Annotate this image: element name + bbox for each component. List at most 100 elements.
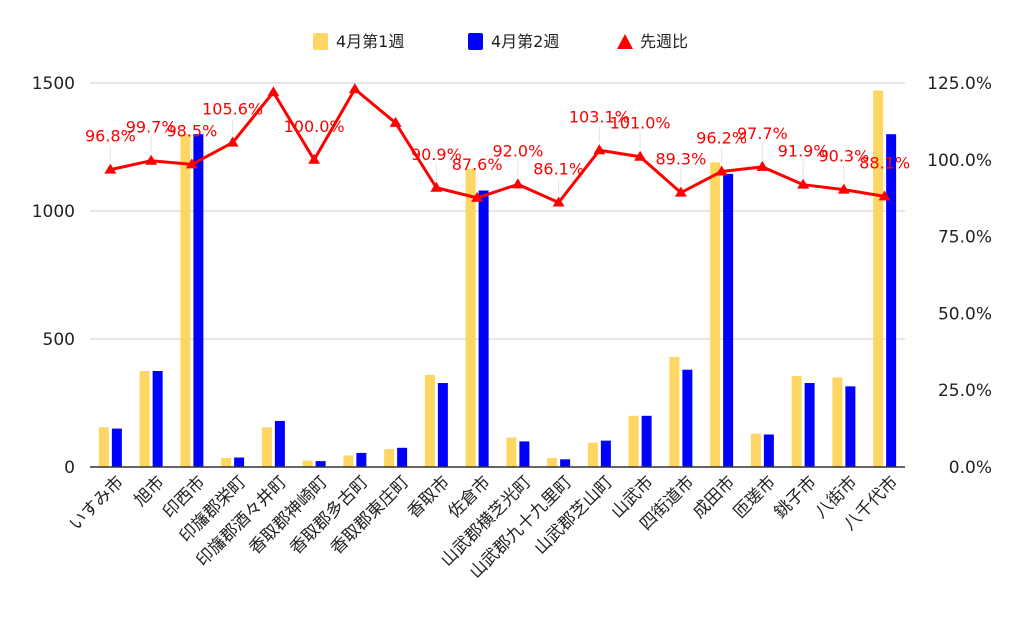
y-right-tick-label: 0.0% bbox=[949, 458, 992, 478]
bar-week2 bbox=[723, 173, 734, 467]
bars bbox=[98, 90, 897, 468]
bar-week2 bbox=[519, 441, 530, 467]
x-tick-label: 成田市 bbox=[689, 472, 739, 522]
ratio-data-label: 90.3% bbox=[818, 147, 869, 166]
ratio-point bbox=[185, 158, 198, 169]
legend-swatch bbox=[468, 33, 483, 50]
x-tick-label: 香取市 bbox=[404, 472, 454, 522]
legend-triangle-icon bbox=[617, 34, 633, 49]
legend: 4月第1週 4月第2週 先週比 bbox=[313, 32, 688, 51]
ratio-point bbox=[511, 178, 524, 189]
bar-week2 bbox=[478, 190, 489, 467]
y-left-tick-label: 1000 bbox=[32, 202, 75, 222]
bar-week1 bbox=[465, 168, 476, 467]
ratio-data-label: 103.1% bbox=[569, 107, 630, 126]
bar-week1 bbox=[506, 437, 517, 467]
bar-week1 bbox=[180, 134, 191, 467]
ratio-data-label: 87.6% bbox=[452, 155, 503, 174]
ratio-data-label: 88.1% bbox=[859, 153, 910, 172]
ratio-data-label: 99.7% bbox=[126, 118, 177, 137]
ratio-point bbox=[552, 196, 565, 207]
legend-item-week2[interactable]: 4月第2週 bbox=[468, 32, 559, 51]
bar-week2 bbox=[152, 371, 163, 467]
y-left-tick-label: 500 bbox=[43, 330, 75, 350]
bar-week2 bbox=[356, 452, 367, 467]
bar-week1 bbox=[384, 449, 395, 467]
y-right-tick-label: 50.0% bbox=[938, 304, 992, 324]
ratio-data-label: 97.7% bbox=[737, 124, 788, 143]
bar-week2 bbox=[600, 440, 611, 467]
bar-week2 bbox=[111, 428, 122, 467]
legend-label: 4月第2週 bbox=[491, 32, 559, 51]
ratio-line bbox=[104, 83, 891, 207]
ratio-data-label: 100.0% bbox=[284, 117, 345, 136]
bar-week2 bbox=[397, 447, 408, 467]
ratio-point bbox=[226, 136, 239, 147]
bar-week1 bbox=[710, 162, 721, 468]
x-axis: いすみ市 旭市印西市印旛郡栄町印旛郡酒々井町香取郡神崎町香取郡多古町香取郡東庄町香… bbox=[66, 466, 905, 583]
ratio-point bbox=[756, 160, 769, 171]
ratio-data-label: 86.1% bbox=[533, 160, 584, 179]
ratio-point bbox=[878, 190, 891, 201]
y-axis-left: 0 500 1000 1500 bbox=[32, 74, 75, 478]
ratio-point bbox=[348, 83, 361, 94]
ratio-point bbox=[389, 116, 402, 127]
ratio-polyline bbox=[110, 87, 885, 205]
bar-week1 bbox=[139, 371, 150, 467]
bar-week2 bbox=[763, 434, 774, 467]
y-right-tick-label: 75.0% bbox=[938, 228, 992, 248]
ratio-point bbox=[674, 186, 687, 197]
data-labels: 96.8%99.7%98.5% 105.6% 100.0% 90.9%87.6%92.… bbox=[85, 100, 910, 195]
bar-week2 bbox=[845, 386, 856, 467]
bar-week2 bbox=[641, 415, 652, 467]
ratio-point bbox=[308, 153, 321, 164]
bar-week1 bbox=[587, 442, 598, 467]
bar-week1 bbox=[547, 458, 558, 467]
bar-week2 bbox=[682, 369, 693, 467]
bar-week1 bbox=[873, 90, 884, 468]
ratio-point bbox=[430, 181, 443, 192]
ratio-point bbox=[104, 163, 117, 174]
y-axis-right: 0.0% 25.0% 50.0% 75.0% 100.0% 125.0% bbox=[927, 74, 992, 478]
legend-item-week1[interactable]: 4月第1週 bbox=[313, 32, 404, 51]
gridlines bbox=[90, 82, 905, 340]
bar-week1 bbox=[791, 376, 802, 467]
y-left-tick-label: 0 bbox=[64, 458, 75, 478]
y-right-tick-label: 100.0% bbox=[927, 151, 992, 171]
bar-week2 bbox=[234, 457, 245, 467]
ratio-point bbox=[837, 183, 850, 194]
bar-week1 bbox=[98, 427, 109, 467]
legend-item-ratio[interactable]: 先週比 bbox=[617, 32, 688, 51]
ratio-point bbox=[634, 150, 647, 161]
x-tick-label: いすみ市 bbox=[66, 472, 128, 534]
ratio-data-label: 101.0% bbox=[610, 114, 671, 133]
bar-week2 bbox=[315, 461, 326, 467]
bar-week1 bbox=[261, 427, 272, 467]
ratio-data-label: 89.3% bbox=[655, 150, 706, 169]
x-tick-label: 匝瑳市 bbox=[730, 472, 780, 522]
ratio-point bbox=[715, 165, 728, 176]
ratio-data-label: 98.5% bbox=[166, 121, 217, 140]
ratio-point bbox=[593, 144, 606, 155]
bar-week1 bbox=[669, 356, 680, 467]
bar-week1 bbox=[221, 458, 232, 467]
ratio-point bbox=[797, 178, 810, 189]
y-right-tick-label: 25.0% bbox=[938, 381, 992, 401]
ratio-point bbox=[471, 191, 484, 202]
bar-week2 bbox=[560, 459, 571, 467]
bar-week2 bbox=[804, 383, 815, 467]
bar-week1 bbox=[628, 415, 639, 467]
legend-label: 4月第1週 bbox=[336, 32, 404, 51]
legend-swatch bbox=[313, 33, 328, 50]
legend-label: 先週比 bbox=[640, 32, 688, 51]
y-left-tick-label: 1500 bbox=[32, 74, 75, 94]
bar-week2 bbox=[886, 134, 897, 467]
bar-week1 bbox=[424, 374, 435, 467]
bar-week1 bbox=[750, 433, 761, 467]
ratio-point bbox=[267, 86, 280, 97]
bar-week2 bbox=[274, 420, 285, 467]
x-tick-label: 銚子市 bbox=[770, 472, 820, 522]
ratio-data-label: 92.0% bbox=[492, 141, 543, 160]
